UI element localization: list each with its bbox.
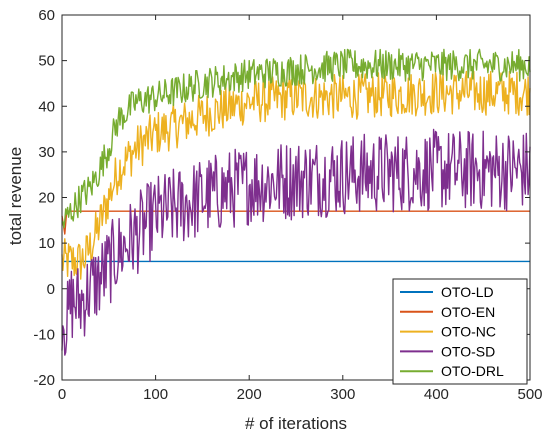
legend-label-oto-ld: OTO-LD (441, 284, 494, 300)
legend-label-oto-sd: OTO-SD (441, 343, 495, 359)
y-tick-label: -20 (33, 372, 55, 389)
y-tick-label: 40 (38, 98, 55, 115)
y-axis-title: total revenue (6, 147, 25, 245)
legend-label-oto-drl: OTO-DRL (441, 363, 504, 379)
x-axis-title: # of iterations (245, 414, 347, 433)
y-tick-label: 20 (38, 190, 55, 207)
x-tick-label: 500 (517, 386, 542, 403)
x-tick-label: 0 (58, 386, 66, 403)
y-tick-label: -10 (33, 326, 55, 343)
series-group (61, 48, 531, 356)
y-tick-label: 0 (47, 281, 55, 298)
series-line-oto-drl (61, 48, 531, 229)
legend: OTO-LD OTO-EN OTO-NC OTO-SD OTO-DRL (392, 278, 528, 385)
series-line-oto-nc (61, 70, 531, 280)
x-tick-label: 400 (424, 386, 449, 403)
y-tick-label: 10 (38, 235, 55, 252)
legend-label-oto-nc: OTO-NC (441, 324, 496, 340)
x-tick-label: 200 (237, 386, 262, 403)
y-tick-label: 30 (38, 144, 55, 161)
legend-label-oto-en: OTO-EN (441, 304, 495, 320)
y-tick-label: 50 (38, 53, 55, 70)
y-tick-label: 60 (38, 7, 55, 24)
x-tick-label: 100 (143, 386, 168, 403)
x-tick-label: 300 (330, 386, 355, 403)
series-line-oto-sd (61, 128, 531, 356)
